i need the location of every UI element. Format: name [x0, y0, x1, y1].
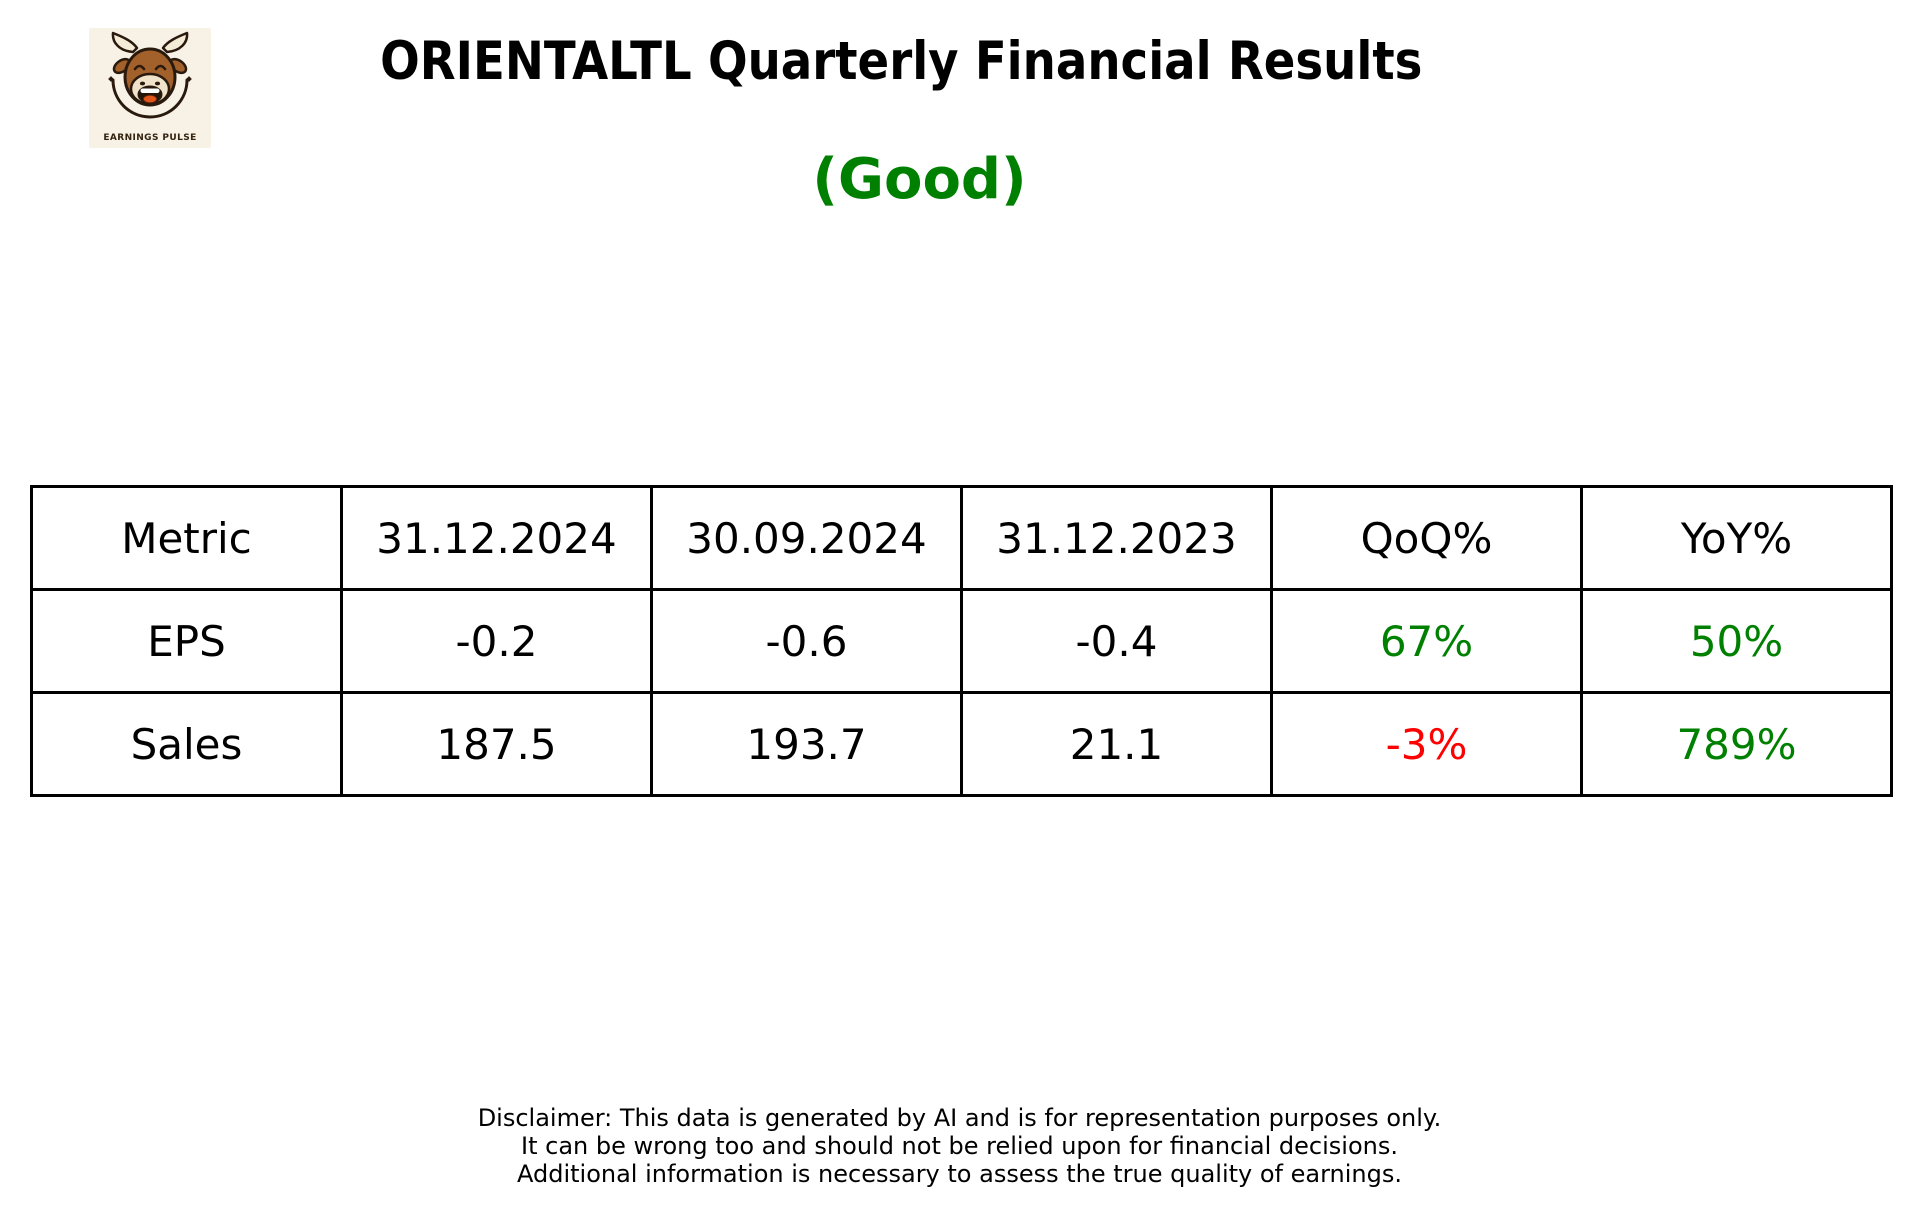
table-cell: EPS: [30, 588, 343, 694]
title-row: ORIENTALTL Quarterly Financial Results: [0, 30, 1919, 94]
table-cell: 789%: [1580, 691, 1893, 797]
page-title: ORIENTALTL Quarterly Financial Results: [380, 31, 1423, 92]
column-header-yoy: YoY%: [1580, 485, 1893, 591]
table-row-eps: EPS -0.2 -0.6 -0.4 67% 50%: [30, 588, 1893, 694]
logo-brand-text: EARNINGS PULSE: [103, 133, 197, 143]
financials-table: Metric 31.12.2024 30.09.2024 31.12.2023 …: [30, 485, 1893, 797]
column-header-q-yearago: 31.12.2023: [960, 485, 1273, 591]
table-cell: -0.4: [960, 588, 1273, 694]
earnings-pulse-logo: EARNINGS PULSE: [89, 28, 211, 148]
table-cell: 50%: [1580, 588, 1893, 694]
column-header-q-current: 31.12.2024: [340, 485, 653, 591]
disclaimer-line-1: Disclaimer: This data is generated by AI…: [477, 1104, 1442, 1132]
table-cell: -3%: [1270, 691, 1583, 797]
disclaimer-line-3: Additional information is necessary to a…: [516, 1160, 1402, 1188]
bull-icon: [108, 31, 192, 119]
table-cell: 187.5: [340, 691, 653, 797]
disclaimer: Disclaimer: This data is generated by AI…: [0, 1104, 1919, 1188]
table-row-sales: Sales 187.5 193.7 21.1 -3% 789%: [30, 691, 1893, 797]
table-cell: 67%: [1270, 588, 1583, 694]
table-cell: -0.6: [650, 588, 963, 694]
table-cell: 193.7: [650, 691, 963, 797]
rating-subtitle: (Good): [812, 147, 1027, 212]
table-cell: -0.2: [340, 588, 653, 694]
column-header-metric: Metric: [30, 485, 343, 591]
table-cell: Sales: [30, 691, 343, 797]
disclaimer-line-2: It can be wrong too and should not be re…: [521, 1132, 1398, 1160]
subtitle-row: (Good): [0, 147, 1919, 212]
column-header-q-previous: 30.09.2024: [650, 485, 963, 591]
table-cell: 21.1: [960, 691, 1273, 797]
column-header-qoq: QoQ%: [1270, 485, 1583, 591]
table-header-row: Metric 31.12.2024 30.09.2024 31.12.2023 …: [30, 485, 1893, 591]
